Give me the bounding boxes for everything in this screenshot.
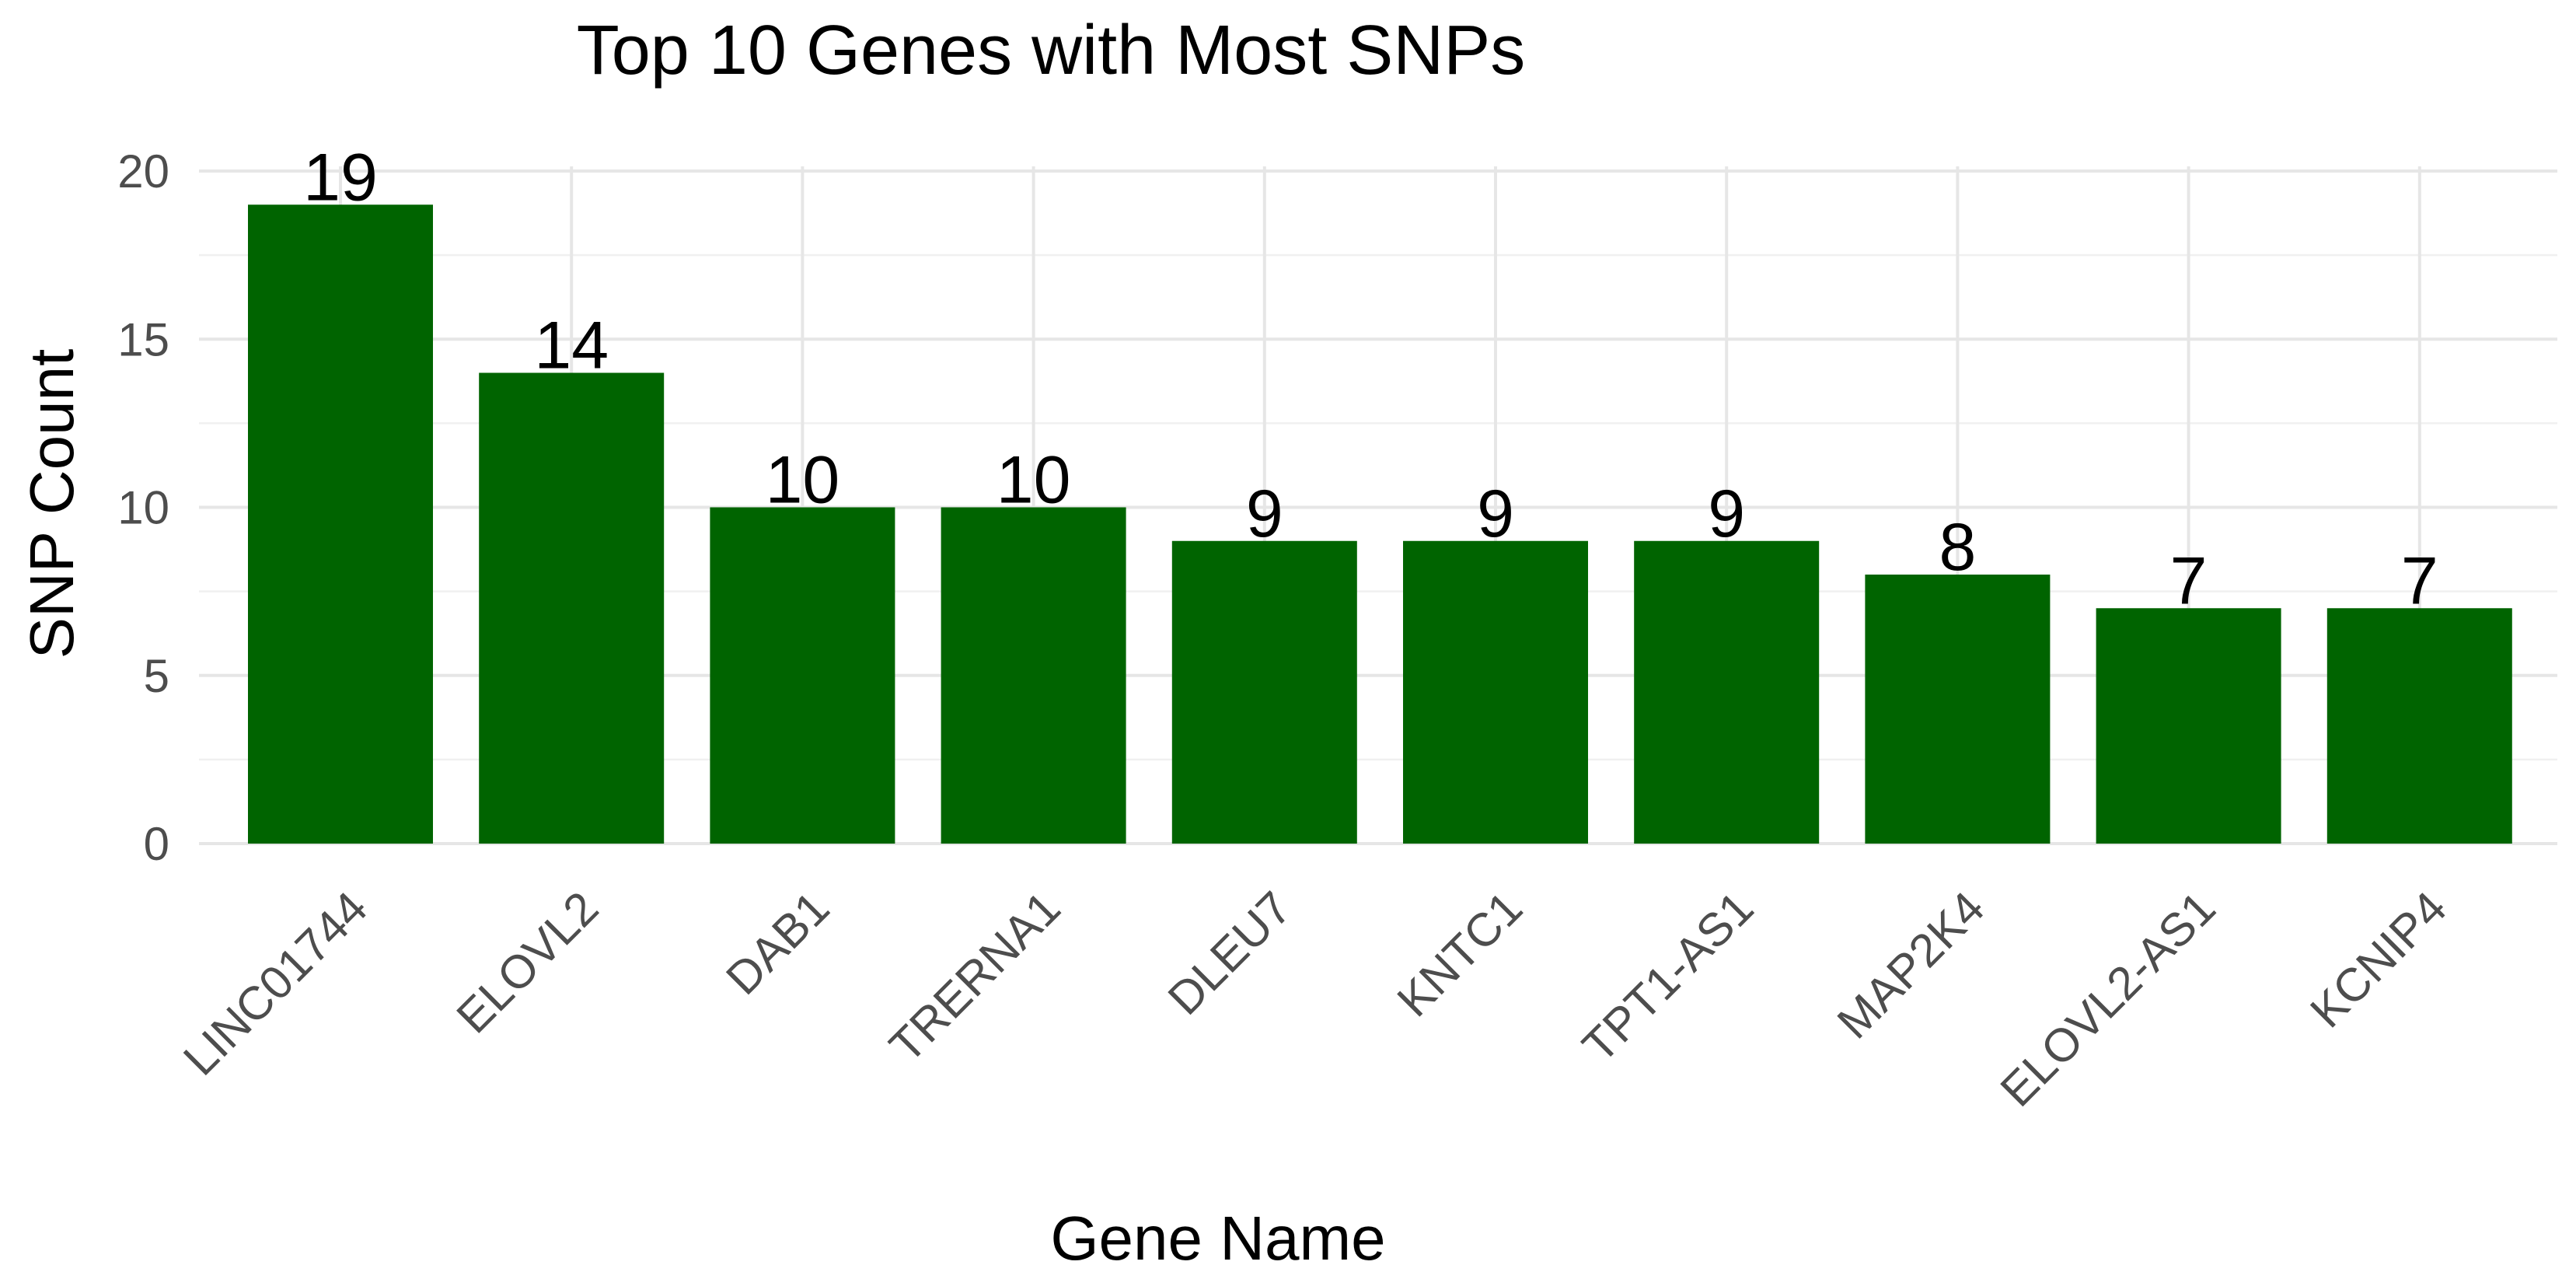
y-axis-tick-labels: 0 5 10 15 20 [117,145,169,870]
bar-value-label: 9 [1477,477,1514,551]
bar [479,372,665,844]
bar-value-label: 7 [2401,543,2438,618]
y-tick-label: 20 [117,145,169,197]
y-tick-label: 5 [144,650,169,702]
x-axis-title: Gene Name [1050,1204,1385,1273]
bar [1865,575,2051,844]
chart-title: Top 10 Genes with Most SNPs [577,12,1526,89]
bar [1634,540,1820,844]
x-tick-label: ELOVL2-AS1 [1991,882,2225,1117]
x-tick-label: DAB1 [716,882,839,1005]
bar-value-label: 10 [766,443,840,518]
bar [248,204,433,844]
x-tick-label: MAP2K4 [1827,882,1995,1049]
bar-value-label: 9 [1246,477,1283,551]
bar [1403,540,1588,844]
x-tick-label: KCNIP4 [2300,882,2456,1038]
data-labels: 19 14 10 10 9 9 9 8 7 7 [303,140,2438,618]
bar-value-label: 8 [1939,510,1976,585]
bar-value-label: 10 [997,443,1071,518]
bar-value-label: 9 [1708,477,1745,551]
bar-value-label: 7 [2170,543,2208,618]
bar [710,507,895,844]
bar [1171,540,1357,844]
bar [2096,608,2281,844]
x-tick-label: ELOVL2 [447,882,609,1043]
x-axis-tick-labels: LINC01744 ELOVL2 DAB1 TRERNA1 DLEU7 KNTC1 TPT1… [173,882,2456,1117]
y-tick-label: 0 [144,818,169,870]
y-tick-label: 10 [117,482,169,534]
x-tick-label: LINC01744 [173,882,377,1085]
y-axis-title: SNP Count [17,349,86,659]
bar [2326,608,2512,844]
bar [941,507,1126,844]
x-tick-label: DLEU7 [1158,882,1301,1025]
x-tick-label: KNTC1 [1387,882,1532,1026]
x-tick-label: TPT1-AS1 [1572,882,1763,1072]
bar-value-label: 14 [534,309,609,383]
x-tick-label: TRERNA1 [879,882,1070,1072]
y-tick-label: 15 [117,313,169,365]
bar-value-label: 19 [303,140,378,215]
bars [248,204,2512,844]
